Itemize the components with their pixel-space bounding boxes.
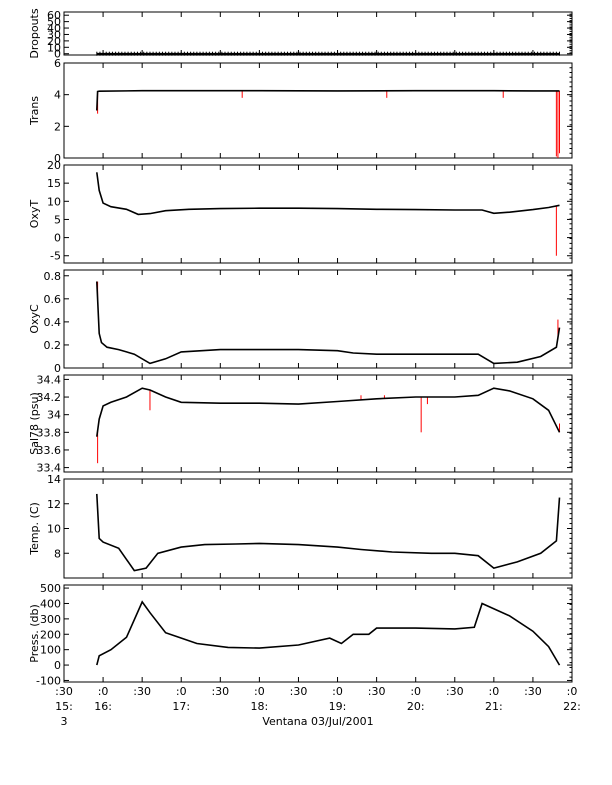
y-tick-label: 12: [47, 498, 61, 511]
x-tick-label: :30: [211, 685, 229, 698]
x-tick-label: :0: [567, 685, 578, 698]
panel-frame: [63, 478, 573, 579]
y-axis-label: OxyC: [28, 304, 41, 334]
x-tick-label: :30: [524, 685, 542, 698]
y-tick-label: 200: [40, 628, 61, 641]
panel-4: 0 0.2 0.4 0.6 0.8 OxyC: [28, 269, 573, 375]
y-tick-label: 20: [47, 159, 61, 172]
y-tick-label: 34.4: [37, 373, 62, 386]
y-tick-label: 15: [47, 177, 61, 190]
y-tick-label: 10: [47, 195, 61, 208]
y-tick-label: 60: [47, 9, 61, 22]
x-axis-label: Ventana 03/Jul/2001: [262, 715, 373, 728]
y-axis-label: Press. (db): [28, 604, 41, 663]
y-tick-label: 0.6: [44, 293, 62, 306]
panel-frame: [63, 269, 573, 369]
x-tick-hour-label: 16:: [94, 700, 112, 713]
y-tick-label: 500: [40, 582, 61, 595]
y-axis-label: Trans: [28, 96, 41, 126]
y-tick-label: 30: [47, 28, 61, 41]
y-tick-label: 34.2: [37, 391, 62, 404]
y-tick-label: -100: [36, 674, 61, 687]
x-tick-hour-label: 20:: [407, 700, 425, 713]
x-tick-label: :0: [488, 685, 499, 698]
y-axis-label: OxyT: [28, 200, 41, 229]
y-tick-label: 8: [54, 547, 61, 560]
y-tick-label: 40: [47, 22, 61, 35]
x-tick-hour-label: 21:: [485, 700, 503, 713]
data-series-line: [96, 172, 560, 216]
panel-frame: [63, 11, 573, 56]
y-tick-label: 0.4: [44, 316, 62, 329]
y-axis-label: Dropouts: [28, 8, 41, 58]
data-series-line: [96, 600, 561, 666]
x-tick-hour-label: 15:: [55, 700, 73, 713]
y-tick-label: 100: [40, 644, 61, 657]
y-axis-label: Temp. (C): [28, 502, 41, 556]
x-tick-label: :0: [176, 685, 187, 698]
y-tick-label: 0.2: [44, 339, 62, 352]
x-tick-label: :0: [98, 685, 109, 698]
y-tick-label: 4: [54, 89, 61, 102]
panel-3: -5 0 5 10 15 20 OxyT: [28, 159, 573, 264]
data-series-line: [96, 493, 561, 572]
y-tick-label: 50: [47, 16, 61, 29]
y-tick-label: 14: [47, 473, 61, 486]
y-tick-label: 0: [54, 48, 61, 61]
y-tick-label: -5: [50, 250, 61, 263]
x-tick-label: :30: [133, 685, 151, 698]
y-tick-label: 33.6: [37, 444, 62, 457]
y-tick-label: 10: [47, 41, 61, 54]
y-tick-label: 33.8: [37, 426, 62, 439]
y-tick-label: 0: [54, 152, 61, 165]
y-tick-label: 0: [54, 659, 61, 672]
y-tick-label: 20: [47, 35, 61, 48]
y-tick-label: 10: [47, 523, 61, 536]
y-tick-label: 300: [40, 613, 61, 626]
data-series-line: [96, 89, 560, 111]
panel-5: 33.4 33.6 33.8 34 34.2 34.4 Sal78 (psu): [28, 373, 573, 475]
y-tick-label: 6: [54, 57, 61, 70]
y-tick-label: 5: [54, 213, 61, 226]
y-tick-label: 400: [40, 597, 61, 610]
panel-6: 8 10 12 14 Temp. (C): [28, 473, 573, 579]
x-tick-label: :30: [55, 685, 73, 698]
x-tick-label: :30: [368, 685, 386, 698]
x-tick-hour-label: 17:: [172, 700, 190, 713]
x-tick-label: :0: [254, 685, 265, 698]
y-tick-label: 2: [54, 120, 61, 133]
data-series-line: [96, 281, 561, 365]
data-series-line: [96, 387, 561, 437]
x-tick-label: :30: [446, 685, 464, 698]
y-tick-label: 0: [54, 362, 61, 375]
x-tick-label: :0: [332, 685, 343, 698]
x-tick-day-label: 3: [61, 715, 68, 728]
x-tick-hour-label: 18:: [251, 700, 269, 713]
panel-7: -100 0 100 200 300 400 500 Press. (db): [28, 582, 573, 687]
y-tick-label: 0: [54, 232, 61, 245]
y-tick-label: 34: [47, 409, 61, 422]
y-tick-label: 0.8: [44, 270, 62, 283]
panel-frame: [63, 584, 573, 683]
y-tick-label: 33.4: [37, 462, 62, 475]
x-tick-label: :0: [410, 685, 421, 698]
panel-frame: [63, 62, 573, 159]
x-tick-hour-label: 19:: [329, 700, 347, 713]
panel-2: 0 2 4 6 Trans: [28, 57, 573, 165]
y-axis-label: Sal78 (psu): [28, 392, 41, 455]
x-tick-label: :30: [290, 685, 308, 698]
x-tick-hour-label: 22:: [563, 700, 581, 713]
